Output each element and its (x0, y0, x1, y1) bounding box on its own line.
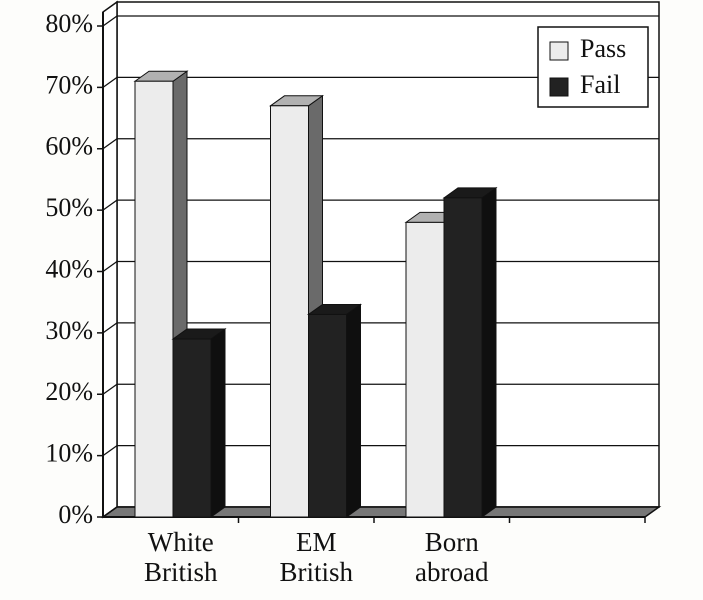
y-tick-label: 50% (45, 193, 93, 222)
y-tick-label: 20% (45, 377, 93, 406)
grid-line-side (102, 199, 118, 211)
y-tick-label: 30% (45, 316, 93, 345)
y-tick-label: 60% (45, 132, 93, 161)
grid-line-side (102, 138, 118, 150)
legend-swatch (549, 77, 569, 97)
legend-label: Fail (580, 70, 620, 99)
bar-side (481, 186, 497, 518)
bar (134, 80, 174, 518)
x-tick-label: EM British (279, 527, 353, 587)
bar (172, 338, 212, 518)
legend-label: Pass (580, 34, 626, 63)
x-tick-label: White British (143, 527, 218, 587)
bar (405, 221, 445, 518)
legend-swatch (549, 41, 569, 61)
bar (270, 105, 309, 518)
y-tick-label: 40% (45, 254, 93, 283)
bar (443, 197, 483, 518)
bar-side (210, 328, 226, 518)
grid-line-side (102, 506, 118, 518)
grid-line-side (102, 383, 118, 395)
x-tick-label: Born abroad (415, 527, 489, 587)
grid-line-side (102, 15, 118, 27)
grid-line-side (102, 322, 118, 334)
bar-side (346, 303, 361, 518)
bar (308, 313, 347, 518)
grid-line-side (102, 76, 118, 88)
y-tick-label: 0% (58, 500, 93, 529)
y-tick-label: 10% (45, 439, 93, 468)
y-tick-label: 80% (45, 9, 93, 38)
y-tick-label: 70% (45, 70, 93, 99)
grid-line-side (102, 445, 118, 457)
grid-line-side (102, 260, 118, 273)
